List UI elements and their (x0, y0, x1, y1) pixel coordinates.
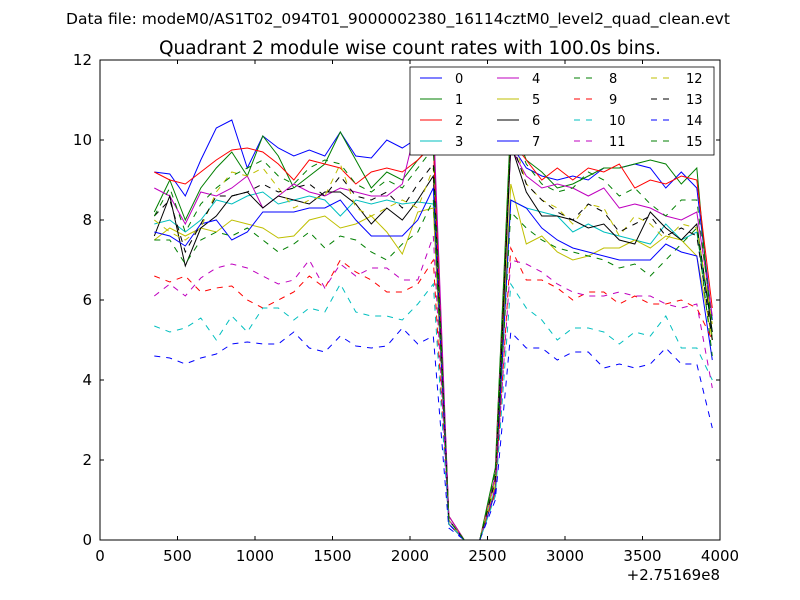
series-line-13 (153, 139, 713, 541)
legend-label-6: 6 (532, 114, 540, 129)
data-file-label: Data file: modeM0/AS1T02_094T01_90000023… (66, 10, 730, 29)
x-tick-label: 500 (163, 547, 192, 565)
series-line-5 (153, 183, 713, 541)
legend-box (409, 66, 715, 156)
y-tick-label: 12 (73, 51, 92, 69)
y-tick-label: 4 (82, 371, 92, 389)
x-tick-label: 0 (95, 547, 105, 565)
y-tick-label: 8 (82, 211, 92, 229)
legend-label-13: 13 (686, 93, 703, 108)
legend-label-1: 1 (455, 93, 463, 108)
axis-ticks: 0 500 1000 1500 2000 2500 3000 3500 400002468101… (73, 51, 739, 565)
x-tick-label: 2000 (391, 547, 429, 565)
series-line-7 (154, 187, 713, 541)
x-tick-label: 1000 (236, 547, 274, 565)
legend-label-15: 15 (686, 135, 703, 150)
y-tick-label: 10 (73, 131, 92, 149)
y-tick-label: 6 (82, 291, 92, 309)
y-tick-label: 0 (82, 531, 92, 549)
legend-label-0: 0 (455, 72, 463, 87)
series-line-14 (154, 327, 713, 541)
legend-label-3: 3 (455, 135, 463, 150)
series-line-8 (154, 199, 713, 541)
chart-title: Quadrant 2 module wise count rates with … (159, 38, 661, 59)
plot-frame (99, 59, 721, 541)
legend-label-2: 2 (455, 114, 463, 129)
legend-label-10: 10 (609, 114, 626, 129)
series-line-10 (154, 282, 713, 541)
x-tick-label: 1500 (313, 547, 351, 565)
legend-label-8: 8 (609, 72, 617, 87)
legend-label-11: 11 (609, 135, 626, 150)
legend-label-5: 5 (532, 93, 540, 108)
x-tick-label: 2500 (468, 547, 506, 565)
y-tick-label: 2 (82, 451, 92, 469)
legend-label-12: 12 (686, 72, 703, 87)
series-line-11 (153, 235, 713, 541)
x-tick-label: 4000 (701, 547, 739, 565)
series-line-9 (154, 246, 713, 541)
x-tick-label: 3500 (623, 547, 661, 565)
legend-label-4: 4 (532, 72, 540, 87)
plot-lines (153, 115, 713, 541)
legend-label-7: 7 (532, 135, 540, 150)
legend-label-9: 9 (609, 93, 617, 108)
x-offset-label: +2.75169e8 (627, 566, 720, 584)
x-tick-label: 3000 (546, 547, 584, 565)
legend-label-14: 14 (686, 114, 703, 129)
